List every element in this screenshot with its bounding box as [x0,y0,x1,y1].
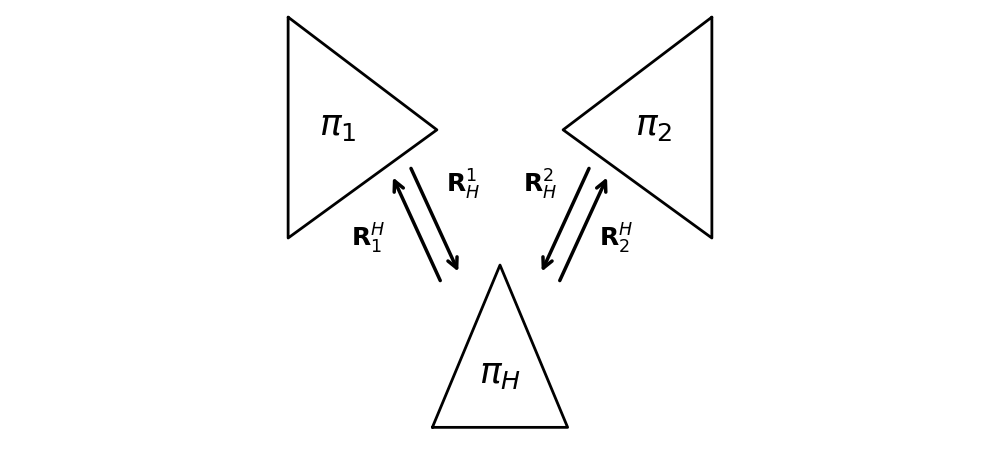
Text: $\mathbf{R}_H^1$: $\mathbf{R}_H^1$ [446,168,480,202]
Text: $\mathbf{R}_1^H$: $\mathbf{R}_1^H$ [351,221,385,256]
FancyArrowPatch shape [394,182,440,281]
FancyArrowPatch shape [411,169,457,269]
Text: $\mathbf{R}_2^H$: $\mathbf{R}_2^H$ [599,221,633,256]
Text: $\pi_2$: $\pi_2$ [635,109,672,143]
FancyArrowPatch shape [543,169,589,269]
FancyArrowPatch shape [560,182,606,281]
Text: $\mathbf{R}_H^2$: $\mathbf{R}_H^2$ [523,168,557,202]
Text: $\pi_H$: $\pi_H$ [479,357,521,391]
Text: $\pi_1$: $\pi_1$ [319,109,356,143]
